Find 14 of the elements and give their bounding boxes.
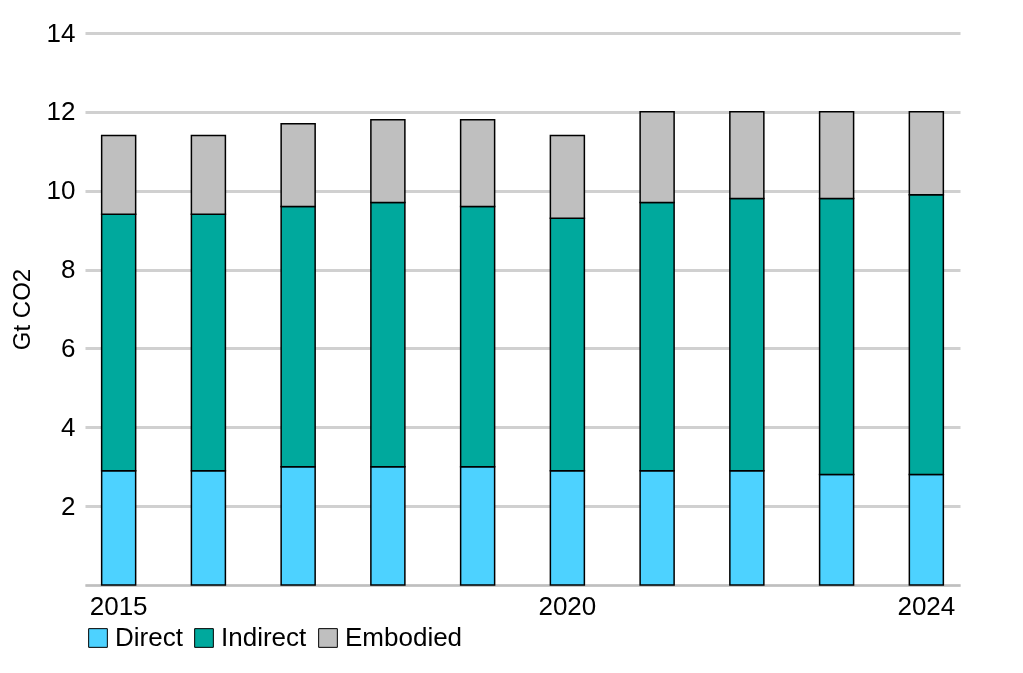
y-tick-label: 12 (46, 96, 76, 127)
legend-label: Direct (115, 622, 184, 652)
y-tick-label: 2 (61, 490, 76, 521)
y-tick-label: 4 (61, 411, 76, 442)
y-axis-title: Gt CO2 (7, 268, 35, 351)
x-tick-label: 2024 (897, 590, 956, 621)
y-tick-label: 8 (61, 254, 76, 285)
x-tick-label: 2020 (538, 590, 597, 621)
y-tick-label: 10 (46, 175, 76, 206)
legend-label: Embodied (345, 622, 463, 652)
legend-label: Indirect (221, 622, 308, 652)
y-tick-label: 6 (61, 332, 76, 363)
y-tick-label: 14 (46, 17, 76, 48)
x-tick-label: 2015 (89, 590, 148, 621)
